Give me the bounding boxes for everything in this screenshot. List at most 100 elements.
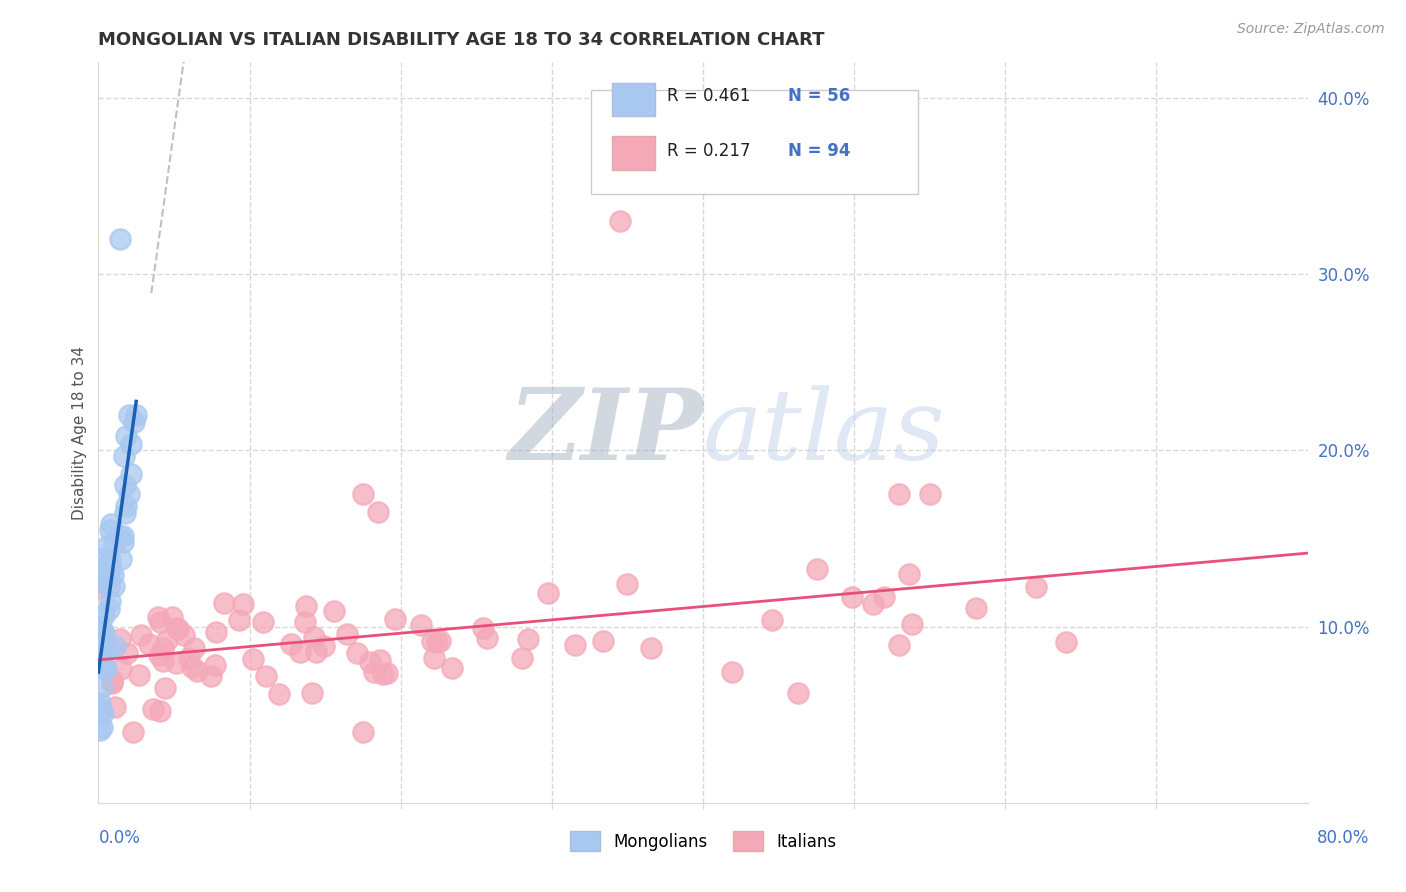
Point xyxy=(96,539,118,553)
Point xyxy=(537,586,560,600)
Point xyxy=(90,638,112,652)
Point xyxy=(90,702,112,716)
Point xyxy=(305,645,328,659)
Point xyxy=(420,633,443,648)
Point xyxy=(118,408,141,422)
FancyBboxPatch shape xyxy=(613,83,655,117)
Point xyxy=(97,640,120,655)
Point xyxy=(426,635,449,649)
Point xyxy=(377,666,399,681)
Point xyxy=(94,662,117,676)
FancyBboxPatch shape xyxy=(613,136,655,169)
Point xyxy=(98,553,121,567)
Y-axis label: Disability Age 18 to 34: Disability Age 18 to 34 xyxy=(72,345,87,520)
Point xyxy=(900,616,922,631)
Point xyxy=(124,415,146,429)
Point xyxy=(204,658,226,673)
Point xyxy=(110,632,132,647)
Point xyxy=(166,621,188,635)
Point xyxy=(862,597,884,611)
Point xyxy=(89,574,111,589)
Point xyxy=(352,487,374,501)
Point xyxy=(440,660,463,674)
Point xyxy=(367,505,389,519)
Point xyxy=(90,721,112,735)
Point xyxy=(114,499,136,513)
Point xyxy=(475,631,498,645)
Point xyxy=(108,529,131,543)
Point xyxy=(91,680,114,694)
Point xyxy=(90,624,112,638)
Point xyxy=(112,534,135,549)
Point xyxy=(360,655,382,669)
Point xyxy=(125,408,148,422)
Point xyxy=(156,633,179,648)
Point xyxy=(889,639,911,653)
Point xyxy=(89,723,111,738)
Point xyxy=(90,550,112,565)
Text: R = 0.461: R = 0.461 xyxy=(666,87,749,104)
Point xyxy=(384,612,406,626)
Point xyxy=(91,648,114,663)
Text: MONGOLIAN VS ITALIAN DISABILITY AGE 18 TO 34 CORRELATION CHART: MONGOLIAN VS ITALIAN DISABILITY AGE 18 T… xyxy=(98,31,825,49)
Point xyxy=(721,665,744,680)
Point xyxy=(118,487,141,501)
Point xyxy=(89,626,111,640)
Point xyxy=(288,645,311,659)
Point xyxy=(100,594,122,608)
Point xyxy=(112,450,135,464)
Text: 0.0%: 0.0% xyxy=(98,829,141,847)
Point xyxy=(152,654,174,668)
Point xyxy=(761,613,783,627)
Point xyxy=(373,666,395,681)
Point xyxy=(114,506,136,520)
Point xyxy=(616,576,638,591)
Point xyxy=(89,696,111,710)
Point xyxy=(129,628,152,642)
Point xyxy=(142,702,165,716)
Point xyxy=(93,635,115,649)
Point xyxy=(110,662,132,676)
Point xyxy=(101,673,124,687)
Point xyxy=(100,516,122,531)
Point xyxy=(89,660,111,674)
Point xyxy=(200,669,222,683)
Point xyxy=(103,579,125,593)
Point xyxy=(111,529,134,543)
Text: Source: ZipAtlas.com: Source: ZipAtlas.com xyxy=(1237,22,1385,37)
Point xyxy=(101,675,124,690)
Point xyxy=(965,600,987,615)
Point xyxy=(97,602,120,616)
Point xyxy=(897,567,920,582)
Point xyxy=(242,651,264,665)
Point xyxy=(181,659,204,673)
Point xyxy=(93,639,115,653)
Text: N = 56: N = 56 xyxy=(787,87,849,104)
Point xyxy=(368,653,391,667)
Point xyxy=(114,477,136,491)
Point xyxy=(165,656,187,670)
Point xyxy=(609,214,631,228)
Point xyxy=(295,599,318,613)
Point xyxy=(93,570,115,584)
Point xyxy=(91,706,114,720)
Point xyxy=(90,620,112,634)
Point xyxy=(232,597,254,611)
Point xyxy=(146,610,169,624)
Point xyxy=(889,487,911,501)
Point xyxy=(90,582,112,596)
Point xyxy=(269,687,291,701)
Point xyxy=(429,634,451,648)
Point xyxy=(149,704,172,718)
Point xyxy=(564,638,586,652)
Point xyxy=(183,640,205,655)
Point xyxy=(114,429,136,443)
Point xyxy=(254,669,277,683)
Point xyxy=(806,562,828,576)
Point xyxy=(205,624,228,639)
Point xyxy=(149,615,172,629)
Point xyxy=(336,627,359,641)
Point xyxy=(228,613,250,627)
Point xyxy=(1024,580,1046,594)
Point xyxy=(294,615,316,629)
